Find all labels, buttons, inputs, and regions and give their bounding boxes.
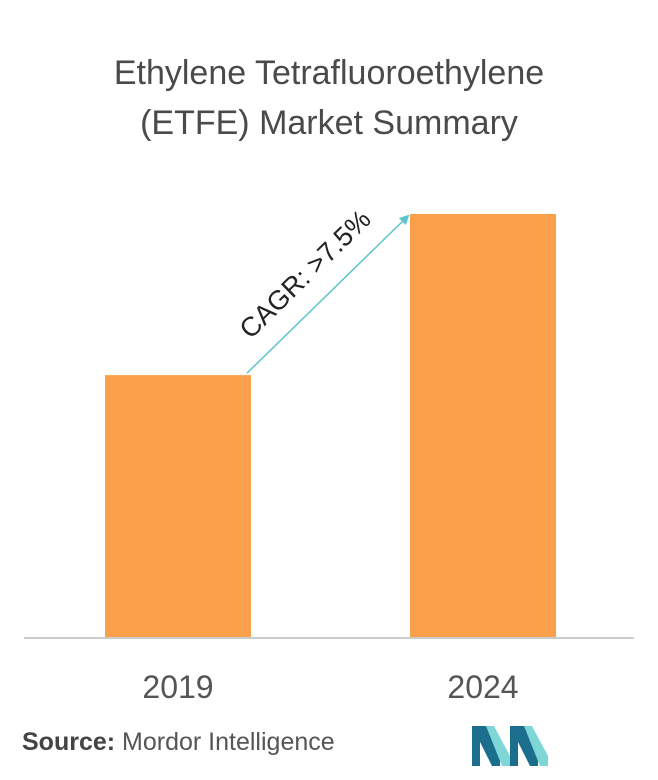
x-tick-label-2019: 2019 <box>142 669 213 705</box>
source-line: Source: Mordor Intelligence <box>22 728 335 757</box>
chart-title: Ethylene Tetrafluoroethylene (ETFE) Mark… <box>0 48 658 148</box>
bar-2019 <box>105 375 251 638</box>
source-name: Mordor Intelligence <box>122 728 335 756</box>
chart-title-line-1: Ethylene Tetrafluoroethylene <box>113 54 545 92</box>
x-tick-label-2024: 2024 <box>447 669 518 705</box>
bar-2024 <box>410 214 556 638</box>
mordor-intelligence-logo <box>472 726 548 766</box>
cagr-arrow <box>246 214 410 374</box>
source-label: Source: <box>22 728 116 756</box>
cagr-annotation: CAGR: >7.5% <box>234 204 377 344</box>
chart-title-line-2: (ETFE) Market Summary <box>140 104 518 142</box>
